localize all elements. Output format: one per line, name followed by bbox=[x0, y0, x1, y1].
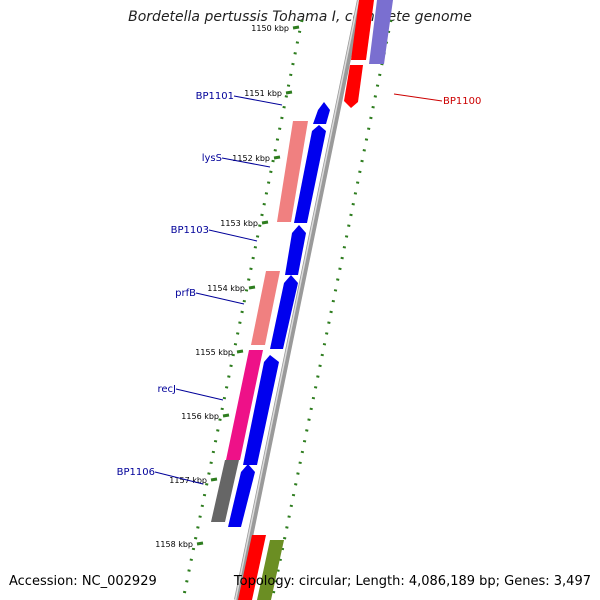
cds-recJ bbox=[243, 355, 279, 465]
tick-mark bbox=[261, 220, 269, 225]
tick-label: 1154 kbp bbox=[207, 284, 245, 293]
tick-label: 1156 kbp bbox=[181, 412, 219, 421]
feature-red-top bbox=[351, 0, 374, 60]
gene-leader-line bbox=[154, 471, 204, 485]
tick-mark bbox=[236, 349, 244, 354]
cds-bp1101 bbox=[313, 102, 330, 124]
feature-purple-top bbox=[369, 0, 393, 64]
gene-label: BP1106 bbox=[117, 467, 155, 478]
tick-label: 1158 kbp bbox=[155, 540, 193, 549]
feature-bp1100 bbox=[344, 65, 363, 108]
cds-features bbox=[228, 102, 330, 527]
tick-mark bbox=[248, 285, 256, 290]
scale-ticks: 1150 kbp 1151 kbp 1152 kbp 1153 kbp 1154 kbp… bbox=[155, 24, 300, 549]
tick-label: 1150 kbp bbox=[251, 24, 289, 33]
tick-label: 1152 kbp bbox=[232, 154, 270, 163]
feature-lysS-pink bbox=[277, 121, 308, 222]
feature-recJ-magenta bbox=[226, 350, 263, 460]
tick-mark bbox=[285, 90, 293, 95]
gene-label: BP1100 bbox=[443, 96, 481, 107]
gene-leader-line bbox=[175, 388, 224, 401]
gene-label: BP1101 bbox=[196, 91, 234, 102]
gene-labels: BP1100 BP1101 lysS BP1103 prfB recJ BP1106 bbox=[117, 91, 481, 485]
feature-bp1106-gray bbox=[211, 460, 239, 522]
gene-leader-line bbox=[208, 229, 258, 242]
accession-text: Accession: NC_002929 bbox=[9, 574, 157, 589]
class-features bbox=[211, 121, 308, 600]
gene-label: BP1103 bbox=[171, 225, 209, 236]
cds-bp1103 bbox=[285, 225, 306, 275]
feature-bottom-red bbox=[238, 535, 266, 600]
tick-mark bbox=[292, 25, 300, 30]
feature-prfB-pink bbox=[251, 271, 280, 345]
tick-mark bbox=[222, 413, 230, 418]
tick-label: 1151 kbp bbox=[244, 89, 282, 98]
genome-backbone bbox=[234, 0, 363, 600]
tick-label: 1153 kbp bbox=[220, 219, 258, 228]
cds-bp1106 bbox=[228, 464, 255, 527]
tick-mark bbox=[210, 477, 218, 482]
tick-label: 1155 kbp bbox=[195, 348, 233, 357]
gene-leader-line bbox=[233, 95, 283, 106]
gene-leader-line bbox=[195, 292, 245, 305]
tick-mark bbox=[273, 155, 281, 160]
feature-bottom-olive bbox=[257, 540, 284, 600]
gene-label: prfB bbox=[175, 288, 196, 299]
tick-mark bbox=[196, 541, 204, 546]
gene-label: lysS bbox=[202, 153, 222, 164]
gene-leader-line bbox=[393, 93, 443, 102]
cds-prfB bbox=[270, 275, 298, 349]
gene-label: recJ bbox=[158, 384, 177, 395]
genome-summary-text: Topology: circular; Length: 4,086,189 bp… bbox=[233, 574, 591, 589]
cds-lysS bbox=[294, 125, 326, 223]
gene-leader-line bbox=[221, 157, 271, 168]
outer-features bbox=[344, 0, 393, 108]
